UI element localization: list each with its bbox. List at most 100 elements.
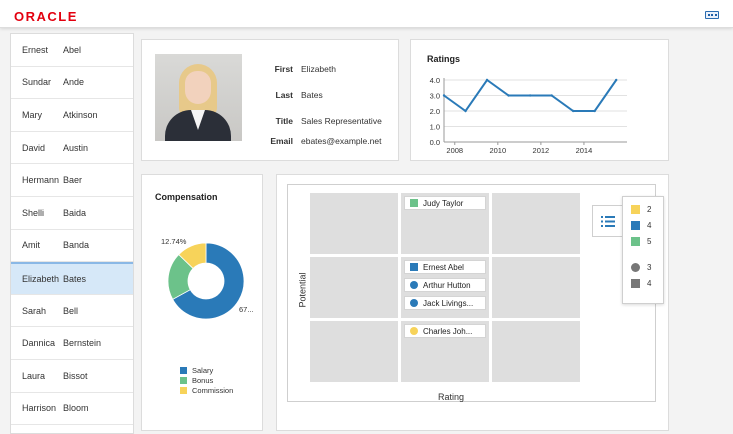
employee-list-item[interactable]: Harrison Bloom	[11, 393, 133, 426]
y-tick-label: 2.0	[430, 107, 440, 116]
legend-swatch	[180, 386, 187, 394]
x-tick-label: 2012	[533, 146, 550, 155]
employee-chip[interactable]: Arthur Hutton	[404, 278, 486, 292]
employee-list-item[interactable]: Hermann Baer	[11, 164, 133, 197]
employee-last-name: Bell	[63, 305, 79, 316]
matrix-cell[interactable]	[310, 321, 398, 382]
employee-last-name: Baer	[63, 175, 83, 186]
matrix-legend-item[interactable]: 3	[631, 263, 651, 272]
ratings-line-chart: 0.0 1.0 2.0 3.0 4.0 2008 2010 2012 2014	[430, 76, 627, 155]
employee-list-item[interactable]: Mary Atkinson	[11, 99, 133, 132]
matrix-cell[interactable]	[492, 193, 580, 254]
first-value: Elizabeth	[301, 64, 336, 74]
compensation-card: Compensation 12.74% 67... Salary Bonus Comm…	[141, 174, 263, 431]
matrix-legend-item[interactable]: 4	[631, 279, 651, 288]
talent-matrix-card: Potential Rating Judy Taylor Ernest Abel A…	[276, 174, 669, 431]
employee-list-item[interactable]: Elizabeth Bates	[11, 262, 133, 295]
legend-swatch	[631, 237, 640, 246]
legend-label: Commission	[192, 385, 234, 395]
employee-list-item[interactable]: Shelli Baida	[11, 197, 133, 230]
y-tick-label: 1.0	[430, 123, 440, 132]
employee-first-name: Amit	[22, 240, 40, 251]
chip-marker	[410, 263, 418, 271]
legend-swatch	[631, 263, 640, 272]
ratings-point	[442, 94, 446, 97]
employee-first-name: Harrison	[22, 403, 57, 414]
chip-label: Jack Livings...	[423, 298, 474, 308]
legend-label: 5	[647, 237, 652, 246]
matrix-cell[interactable]	[492, 257, 580, 318]
compensation-donut-chart: 12.74% 67...	[161, 237, 254, 320]
compensation-title: Compensation	[155, 192, 218, 202]
employee-last-name: Bernstein	[63, 338, 102, 349]
legend-item[interactable]: Bonus	[180, 375, 233, 385]
matrix-legend-panel: 2 4 5 3 4	[622, 196, 664, 304]
list-icon	[601, 215, 615, 227]
chip-label: Judy Taylor	[423, 198, 464, 208]
oracle-logo: ORACLE	[14, 9, 78, 24]
matrix-legend-item[interactable]: 2	[631, 205, 651, 214]
employee-last-name: Austin	[63, 142, 89, 153]
legend-item[interactable]: Salary	[180, 365, 233, 375]
y-tick-label: 3.0	[430, 92, 440, 101]
chip-marker	[410, 299, 418, 307]
employee-last-name: Abel	[63, 44, 82, 55]
chip-marker	[410, 327, 418, 335]
talent-matrix: Potential Rating Judy Taylor Ernest Abel A…	[287, 184, 664, 402]
employee-first-name: Dannica	[22, 338, 56, 349]
x-tick-label: 2008	[446, 146, 463, 155]
legend-swatch	[631, 205, 640, 214]
pie-slice-commission[interactable]	[178, 242, 207, 270]
employee-list-item[interactable]: David Austin	[11, 132, 133, 165]
ratings-point	[550, 94, 553, 97]
more-options-button[interactable]	[705, 11, 719, 19]
legend-swatch	[180, 366, 187, 374]
employee-list-item[interactable]: Amit Banda	[11, 230, 133, 263]
employee-chip[interactable]: Judy Taylor	[404, 196, 486, 210]
ratings-point	[464, 109, 467, 113]
employee-list[interactable]: Ernest Abel Sundar Ande Mary Atkinson David Aus…	[10, 33, 134, 434]
ratings-point	[507, 94, 510, 97]
employee-last-name: Bloom	[63, 403, 89, 414]
ratings-point	[615, 78, 618, 82]
employee-list-item[interactable]: Laura Bissot	[11, 360, 133, 393]
ratings-point	[571, 109, 575, 113]
matrix-cell[interactable]	[310, 193, 398, 254]
employee-chip[interactable]: Ernest Abel	[404, 260, 486, 274]
employee-chip[interactable]: Charles Joh...	[404, 324, 486, 338]
employee-first-name: Elizabeth	[22, 273, 60, 284]
ratings-point	[593, 109, 596, 113]
employee-list-item[interactable]: Sundar Ande	[11, 67, 133, 100]
employee-list-item[interactable]: Ernest Abel	[11, 34, 133, 67]
title-value: Sales Representative	[301, 116, 382, 126]
chip-marker	[410, 281, 418, 289]
employee-first-name: Sarah	[22, 305, 47, 316]
legend-swatch	[180, 376, 187, 384]
employee-chip[interactable]: Jack Livings...	[404, 296, 486, 310]
employee-list-item[interactable]: Sarah Bell	[11, 295, 133, 328]
ratings-point	[485, 78, 489, 82]
matrix-cell[interactable]	[492, 321, 580, 382]
employee-last-name: Bates	[63, 273, 87, 284]
matrix-legend-item[interactable]: 5	[631, 237, 651, 246]
legend-item[interactable]: Commission	[180, 385, 233, 395]
employee-first-name: David	[22, 142, 46, 153]
employee-list-item[interactable]: Dannica Bernstein	[11, 327, 133, 360]
legend-toggle-button[interactable]	[592, 205, 623, 237]
salary-data-label: 67...	[239, 305, 254, 314]
pie-slice-salary[interactable]	[172, 242, 245, 320]
dot-icon	[711, 14, 713, 16]
last-name-field: Last Bates	[259, 90, 394, 100]
matrix-cell[interactable]	[310, 257, 398, 318]
matrix-legend-item[interactable]: 4	[631, 221, 651, 230]
title-label: Title	[275, 116, 293, 126]
dot-icon	[707, 14, 710, 16]
y-axis-label: Potential	[297, 272, 308, 308]
compensation-legend: Salary Bonus Commission	[180, 365, 233, 395]
legend-label: 4	[647, 221, 652, 230]
ratings-title: Ratings	[427, 54, 461, 64]
chip-label: Charles Joh...	[423, 326, 473, 336]
employee-last-name: Bissot	[63, 370, 88, 381]
ratings-card: Ratings 0.0 1.0 2.0 3.0 4.0 2008 2010 2012 2014	[410, 39, 669, 161]
chip-label: Ernest Abel	[423, 262, 464, 272]
